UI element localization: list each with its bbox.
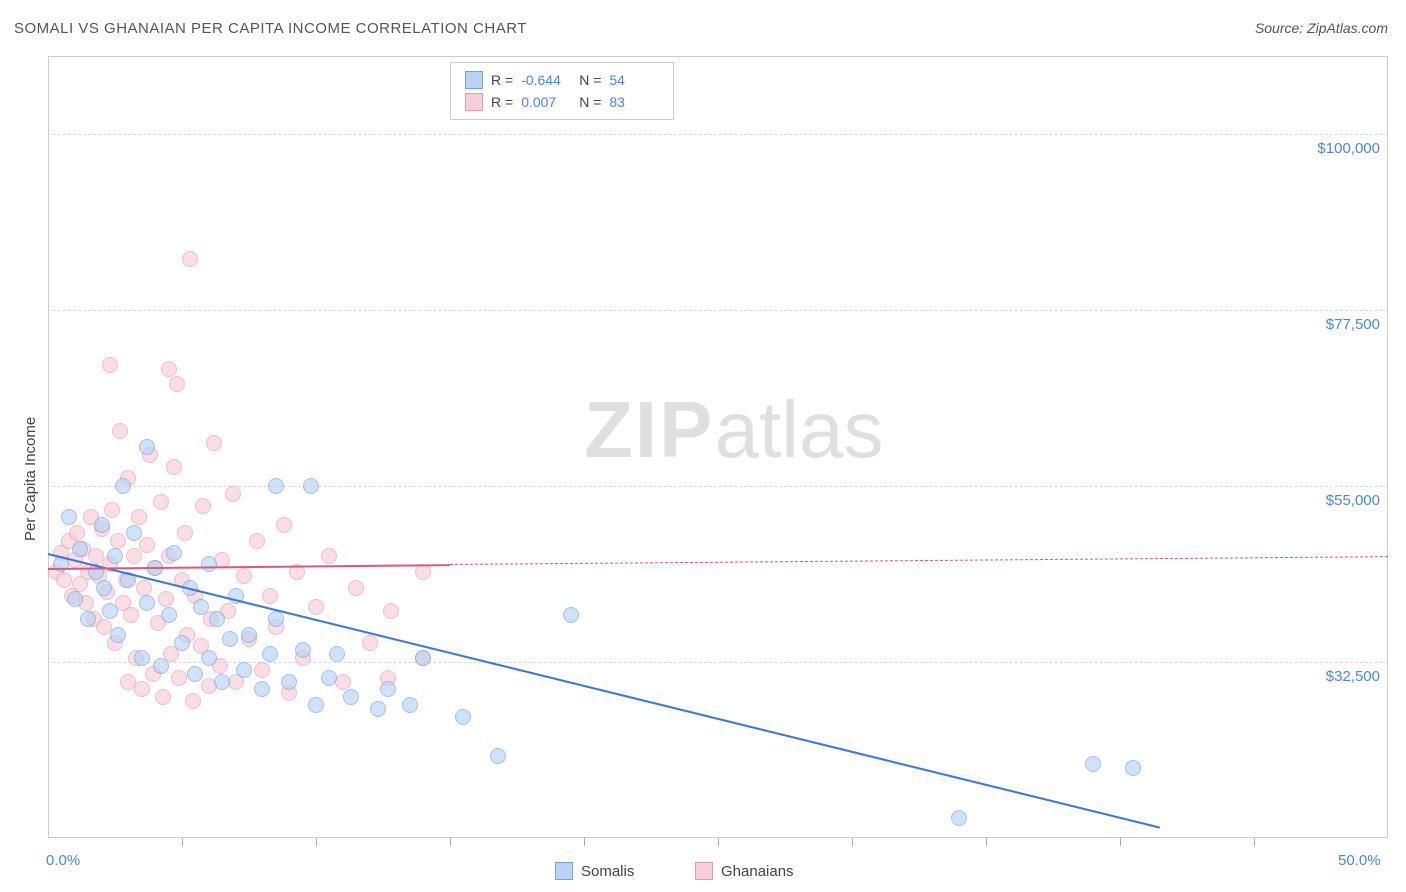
scatter-point-ghanaians: [139, 537, 155, 553]
legend-swatch: [555, 862, 573, 880]
gridline-h: [48, 310, 1388, 311]
scatter-point-ghanaians: [102, 357, 118, 373]
legend-row-ghanaians: R = 0.007 N = 83: [465, 91, 659, 113]
scatter-point-somalis: [102, 603, 118, 619]
scatter-point-ghanaians: [56, 572, 72, 588]
legend-r-label: R =: [491, 72, 513, 88]
scatter-point-somalis: [321, 670, 337, 686]
legend-swatch: [465, 93, 483, 111]
scatter-point-somalis: [222, 631, 238, 647]
legend-swatch: [465, 71, 483, 89]
scatter-point-somalis: [295, 642, 311, 658]
scatter-point-ghanaians: [276, 517, 292, 533]
scatter-point-ghanaians: [185, 693, 201, 709]
legend-swatch: [695, 862, 713, 880]
scatter-point-somalis: [241, 627, 257, 643]
scatter-point-somalis: [193, 599, 209, 615]
gridline-h: [48, 486, 1388, 487]
gridline-h: [48, 134, 1388, 135]
scatter-point-somalis: [161, 607, 177, 623]
y-tick-label: $100,000: [1300, 140, 1380, 157]
scatter-point-somalis: [1085, 756, 1101, 772]
scatter-point-ghanaians: [249, 533, 265, 549]
series-legend-somalis: Somalis: [555, 862, 634, 880]
scatter-point-ghanaians: [153, 494, 169, 510]
scatter-point-ghanaians: [335, 674, 351, 690]
scatter-point-ghanaians: [225, 486, 241, 502]
scatter-point-somalis: [268, 478, 284, 494]
scatter-point-somalis: [370, 701, 386, 717]
scatter-point-ghanaians: [161, 361, 177, 377]
scatter-point-ghanaians: [195, 498, 211, 514]
scatter-point-somalis: [490, 748, 506, 764]
scatter-point-somalis: [281, 674, 297, 690]
scatter-point-somalis: [201, 556, 217, 572]
scatter-point-somalis: [1125, 760, 1141, 776]
legend-row-somalis: R = -0.644 N = 54: [465, 69, 659, 91]
scatter-point-somalis: [126, 525, 142, 541]
chart-title: SOMALI VS GHANAIAN PER CAPITA INCOME COR…: [14, 20, 527, 37]
scatter-point-somalis: [308, 697, 324, 713]
scatter-point-ghanaians: [348, 580, 364, 596]
scatter-point-somalis: [166, 545, 182, 561]
legend-r-value: 0.007: [521, 94, 571, 110]
scatter-point-ghanaians: [362, 635, 378, 651]
scatter-point-somalis: [153, 658, 169, 674]
scatter-point-ghanaians: [236, 568, 252, 584]
legend-n-value: 83: [609, 94, 659, 110]
scatter-point-ghanaians: [110, 533, 126, 549]
source-attribution: Source: ZipAtlas.com: [1255, 20, 1388, 36]
x-tick: [450, 838, 451, 846]
x-tick: [1120, 838, 1121, 846]
x-tick: [316, 838, 317, 846]
scatter-point-somalis: [402, 697, 418, 713]
scatter-point-somalis: [174, 635, 190, 651]
scatter-point-ghanaians: [169, 376, 185, 392]
scatter-point-ghanaians: [166, 459, 182, 475]
scatter-point-somalis: [96, 580, 112, 596]
scatter-point-somalis: [209, 611, 225, 627]
scatter-point-somalis: [268, 611, 284, 627]
x-tick: [584, 838, 585, 846]
scatter-point-ghanaians: [177, 525, 193, 541]
x-tick: [1254, 838, 1255, 846]
legend-label: Ghanaians: [721, 863, 794, 880]
scatter-point-ghanaians: [262, 588, 278, 604]
x-axis-label: 50.0%: [1338, 852, 1381, 869]
legend-label: Somalis: [581, 863, 634, 880]
legend-n-label: N =: [579, 94, 601, 110]
scatter-point-somalis: [343, 689, 359, 705]
x-axis-label: 0.0%: [46, 852, 80, 869]
scatter-point-somalis: [201, 650, 217, 666]
x-tick: [182, 838, 183, 846]
scatter-point-somalis: [303, 478, 319, 494]
scatter-point-somalis: [115, 478, 131, 494]
legend-r-value: -0.644: [521, 72, 571, 88]
y-tick-label: $55,000: [1300, 492, 1380, 509]
x-tick: [718, 838, 719, 846]
scatter-point-somalis: [110, 627, 126, 643]
scatter-point-ghanaians: [104, 502, 120, 518]
legend-r-label: R =: [491, 94, 513, 110]
correlation-legend: R = -0.644 N = 54 R = 0.007 N = 83: [450, 62, 674, 120]
y-tick-label: $32,500: [1300, 668, 1380, 685]
scatter-point-somalis: [214, 674, 230, 690]
legend-n-label: N =: [579, 72, 601, 88]
scatter-point-somalis: [563, 607, 579, 623]
x-tick: [852, 838, 853, 846]
legend-n-value: 54: [609, 72, 659, 88]
scatter-point-somalis: [134, 650, 150, 666]
y-tick-label: $77,500: [1300, 316, 1380, 333]
x-tick: [986, 838, 987, 846]
series-legend-ghanaians: Ghanaians: [695, 862, 794, 880]
scatter-point-somalis: [72, 541, 88, 557]
scatter-point-somalis: [94, 517, 110, 533]
scatter-point-ghanaians: [171, 670, 187, 686]
scatter-point-somalis: [236, 662, 252, 678]
plot-area: [48, 56, 1388, 838]
y-axis-label: Per Capita Income: [22, 417, 39, 541]
